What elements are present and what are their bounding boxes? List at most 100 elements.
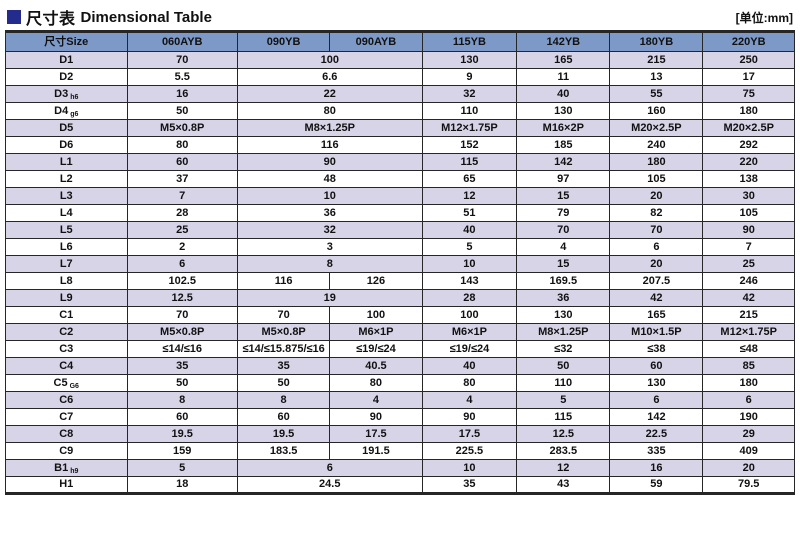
table-cell: 90 (236, 153, 423, 171)
table-cell: 36 (236, 204, 423, 222)
table-row: L2 37 48 65 97 105 138 (5, 170, 795, 188)
column-header: 115YB (421, 31, 518, 52)
table-row: B1 h9 5 6 10 12 16 20 (5, 459, 795, 477)
table-cell: 35 (421, 476, 518, 494)
table-cell: 30 (702, 187, 795, 205)
table-row: C6 8 8 4 4 5 6 6 (5, 391, 795, 409)
table-cell: M20×2.5P (609, 119, 704, 137)
table-cell: ≤32 (516, 340, 611, 358)
table-row: L1 60 90 115 142 180 220 (5, 153, 795, 171)
table-cell: 7 (702, 238, 795, 256)
table-cell: 180 (702, 374, 795, 392)
table-cell: 90 (421, 408, 518, 426)
column-header: 090AYB (329, 31, 423, 52)
table-cell: 115 (421, 153, 518, 171)
table-row: C9 159 183.5 191.5 225.5 283.5 335 409 (5, 442, 795, 460)
table-cell: M16×2P (516, 119, 611, 137)
table-cell: 159 (126, 442, 238, 460)
table-cell: 50 (126, 374, 238, 392)
table-cell: 20 (609, 255, 704, 273)
row-label: L4 (5, 204, 128, 222)
table-cell: 130 (421, 51, 518, 69)
table-cell: 130 (516, 306, 611, 324)
row-label: D5 (5, 119, 128, 137)
table-cell: 42 (702, 289, 795, 307)
table-cell: ≤14/≤16 (126, 340, 238, 358)
table-cell: 25 (702, 255, 795, 273)
table-cell: 116 (236, 272, 331, 290)
page-title-zh: 尺寸表 (26, 11, 76, 28)
row-label: C9 (5, 442, 128, 460)
table-cell: 19.5 (236, 425, 331, 443)
table-cell: 18 (126, 476, 238, 494)
table-cell: 50 (126, 102, 238, 120)
table-cell: M8×1.25P (236, 119, 423, 137)
dimensional-table: 尺寸Size 060AYB 090YB 090AYB 115YB 142YB 180YB 22… (5, 30, 795, 495)
table-cell: 126 (329, 272, 423, 290)
row-label: L3 (5, 187, 128, 205)
table-cell: 5 (421, 238, 518, 256)
table-cell: 110 (516, 374, 611, 392)
table-cell: 8 (126, 391, 238, 409)
table-cell: 65 (421, 170, 518, 188)
table-cell: 70 (609, 221, 704, 239)
table-cell: 183.5 (236, 442, 331, 460)
table-cell: 79.5 (702, 476, 795, 494)
table-cell: 180 (702, 102, 795, 120)
table-cell: 7 (126, 187, 238, 205)
table-cell: 16 (126, 85, 238, 103)
table-cell: 13 (609, 68, 704, 86)
table-cell: 5 (516, 391, 611, 409)
table-cell: 16 (609, 459, 704, 477)
row-label: C5 G6 (5, 374, 128, 392)
table-cell: 17.5 (421, 425, 518, 443)
table-cell: 185 (516, 136, 611, 154)
table-cell: 215 (609, 51, 704, 69)
table-cell: M5×0.8P (126, 119, 238, 137)
table-cell: 40.5 (329, 357, 423, 375)
table-row: L4 28 36 51 79 82 105 (5, 204, 795, 222)
row-label: D6 (5, 136, 128, 154)
row-label: L8 (5, 272, 128, 290)
table-cell: 35 (236, 357, 331, 375)
table-cell: 82 (609, 204, 704, 222)
table-cell: 40 (516, 85, 611, 103)
table-row: L5 25 32 40 70 70 90 (5, 221, 795, 239)
table-cell: 5.5 (126, 68, 238, 86)
table-cell: 70 (126, 306, 238, 324)
table-cell: 80 (421, 374, 518, 392)
table-row: D4 g6 50 80 110 130 160 180 (5, 102, 795, 120)
table-cell: 40 (421, 221, 518, 239)
table-cell: 55 (609, 85, 704, 103)
table-cell: 19.5 (126, 425, 238, 443)
row-label: D1 (5, 51, 128, 69)
row-label: C7 (5, 408, 128, 426)
table-body: D1 70 100 130 165 215 250 D2 5.5 6.6 9 11 13 17 D3 h6 16… (5, 51, 795, 494)
table-cell: 10 (421, 255, 518, 273)
column-header: 180YB (609, 31, 704, 52)
table-cell: 142 (516, 153, 611, 171)
row-label: D3 h6 (5, 85, 128, 103)
table-cell: 115 (516, 408, 611, 426)
table-cell: 8 (236, 391, 331, 409)
table-cell: 180 (609, 153, 704, 171)
unit-label: [单位:mm] (735, 10, 793, 25)
table-cell: 79 (516, 204, 611, 222)
table-cell: M12×1.75P (702, 323, 795, 341)
table-cell: 3 (236, 238, 423, 256)
table-row: L6 2 3 5 4 6 7 (5, 238, 795, 256)
table-cell: 4 (329, 391, 423, 409)
table-cell: 36 (516, 289, 611, 307)
table-cell: 102.5 (126, 272, 238, 290)
table-cell: 116 (236, 136, 423, 154)
table-cell: 191.5 (329, 442, 423, 460)
table-cell: 12 (421, 187, 518, 205)
row-label: C3 (5, 340, 128, 358)
table-cell: 29 (702, 425, 795, 443)
table-cell: 22 (236, 85, 423, 103)
table-cell: 32 (421, 85, 518, 103)
table-cell: ≤19/≤24 (329, 340, 423, 358)
row-label: C6 (5, 391, 128, 409)
table-cell: 60 (236, 408, 331, 426)
table-cell: 19 (236, 289, 423, 307)
